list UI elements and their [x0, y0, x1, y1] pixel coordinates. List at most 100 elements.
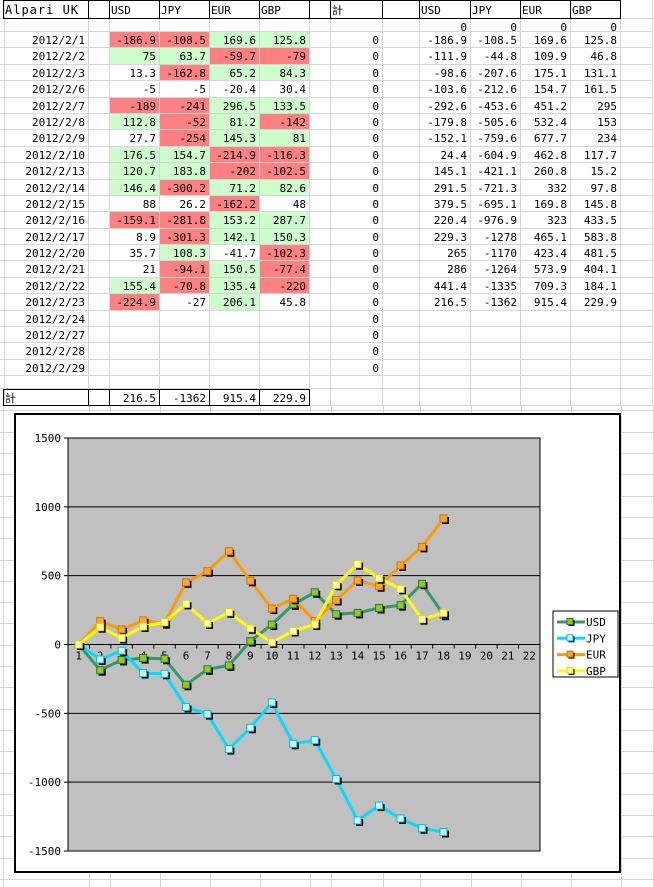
- cell-blank[interactable]: [310, 19, 331, 32]
- cell-blank[interactable]: [310, 179, 331, 196]
- date-cell[interactable]: 2012/2/20: [3, 245, 89, 262]
- cell-blank[interactable]: [310, 327, 331, 344]
- legend-marker-eur[interactable]: [566, 650, 574, 658]
- row-total-cell[interactable]: 0: [331, 310, 383, 328]
- cell-blank[interactable]: [310, 146, 331, 164]
- row-total-cell[interactable]: 0: [331, 81, 383, 98]
- daily-value-cell[interactable]: -241: [160, 97, 210, 114]
- marker-usd[interactable]: [246, 637, 255, 646]
- marker-gbp[interactable]: [310, 620, 319, 629]
- marker-gbp[interactable]: [289, 627, 298, 636]
- daily-value-cell[interactable]: 35.7: [110, 245, 160, 262]
- cell-blank[interactable]: [621, 376, 653, 390]
- marker-gbp[interactable]: [353, 560, 362, 569]
- cell-blank[interactable]: [89, 19, 110, 32]
- daily-value-cell[interactable]: 21: [110, 261, 160, 278]
- cell-blank[interactable]: [89, 228, 110, 246]
- cumulative-value-cell[interactable]: 175.1: [521, 64, 571, 82]
- date-cell[interactable]: 2012/2/10: [3, 146, 89, 164]
- cum-column-header-usd[interactable]: USD: [420, 0, 471, 19]
- daily-value-cell[interactable]: -94.1: [160, 261, 210, 278]
- marker-eur[interactable]: [246, 576, 255, 585]
- cumulative-value-cell[interactable]: 24.4: [420, 146, 471, 164]
- marker-eur[interactable]: [203, 567, 212, 576]
- cell-blank[interactable]: [383, 97, 420, 114]
- daily-value-cell[interactable]: [160, 343, 210, 360]
- cell-blank[interactable]: [310, 343, 331, 360]
- cumulative-value-cell[interactable]: 404.1: [571, 261, 621, 278]
- column-header-gbp[interactable]: GBP: [260, 0, 310, 19]
- cumulative-value-cell[interactable]: -44.8: [471, 48, 521, 65]
- cumulative-value-cell[interactable]: 423.4: [521, 245, 571, 262]
- marker-eur[interactable]: [182, 578, 190, 587]
- cell-blank[interactable]: [383, 245, 420, 262]
- daily-value-cell[interactable]: 287.7: [260, 212, 310, 229]
- daily-value-cell[interactable]: -79: [260, 48, 310, 65]
- cell-blank[interactable]: [383, 212, 420, 229]
- marker-gbp[interactable]: [246, 624, 255, 633]
- cell-blank[interactable]: [621, 212, 653, 229]
- daily-value-cell[interactable]: 150.3: [260, 228, 310, 246]
- marker-eur[interactable]: [289, 594, 298, 603]
- cell-blank[interactable]: [89, 113, 110, 131]
- cell-blank[interactable]: [89, 327, 110, 344]
- cumulative-value-cell[interactable]: [471, 343, 521, 360]
- cumulative-value-cell[interactable]: -421.1: [471, 163, 521, 180]
- cumulative-value-cell[interactable]: 286: [420, 261, 471, 278]
- zero-cell[interactable]: 0: [420, 19, 471, 32]
- cell-blank[interactable]: [383, 179, 420, 196]
- daily-value-cell[interactable]: 81: [260, 130, 310, 147]
- marker-jpy[interactable]: [224, 745, 233, 754]
- marker-jpy[interactable]: [310, 736, 319, 745]
- cumulative-value-cell[interactable]: 145.8: [571, 195, 621, 213]
- legend-marker-gbp[interactable]: [566, 666, 574, 674]
- cum-column-header-eur[interactable]: EUR: [521, 0, 571, 19]
- daily-value-cell[interactable]: 120.7: [110, 163, 160, 180]
- cumulative-value-cell[interactable]: [521, 310, 571, 328]
- cell-blank[interactable]: [621, 261, 653, 278]
- daily-value-cell[interactable]: 71.2: [210, 179, 260, 196]
- cell-blank[interactable]: [310, 0, 331, 19]
- cell-blank[interactable]: [260, 376, 310, 390]
- cumulative-value-cell[interactable]: [521, 327, 571, 344]
- row-total-cell[interactable]: 0: [331, 48, 383, 65]
- cell-blank[interactable]: [89, 294, 110, 311]
- date-cell[interactable]: 2012/2/21: [3, 261, 89, 278]
- cell-blank[interactable]: [0, 48, 5, 65]
- cell-blank[interactable]: [0, 228, 5, 246]
- daily-value-cell[interactable]: -186.9: [110, 32, 160, 49]
- cell-blank[interactable]: [0, 113, 5, 131]
- cumulative-value-cell[interactable]: [420, 359, 471, 377]
- cumulative-value-cell[interactable]: [420, 343, 471, 360]
- column-header-jpy[interactable]: JPY: [160, 0, 210, 19]
- cumulative-value-cell[interactable]: -98.6: [420, 64, 471, 82]
- cell-blank[interactable]: [210, 376, 260, 390]
- daily-value-cell[interactable]: 146.4: [110, 179, 160, 196]
- cumulative-value-cell[interactable]: 915.4: [521, 294, 571, 311]
- cell-blank[interactable]: [89, 81, 110, 98]
- cell-blank[interactable]: [571, 389, 621, 407]
- cell-blank[interactable]: [621, 81, 653, 98]
- date-cell[interactable]: 2012/2/23: [3, 294, 89, 311]
- daily-value-cell[interactable]: 88: [110, 195, 160, 213]
- marker-usd[interactable]: [353, 608, 362, 617]
- cell-blank[interactable]: [0, 294, 5, 311]
- marker-usd[interactable]: [160, 654, 169, 663]
- date-cell[interactable]: 2012/2/29: [3, 359, 89, 377]
- cell-blank[interactable]: [383, 376, 420, 390]
- cell-blank[interactable]: [89, 277, 110, 295]
- daily-value-cell[interactable]: -52: [160, 113, 210, 131]
- cell-blank[interactable]: [310, 228, 331, 246]
- cell-blank[interactable]: [89, 97, 110, 114]
- cell-blank[interactable]: [0, 0, 5, 19]
- marker-eur[interactable]: [332, 596, 341, 605]
- row-total-cell[interactable]: 0: [331, 228, 383, 246]
- marker-usd[interactable]: [139, 654, 148, 663]
- cell-blank[interactable]: [310, 48, 331, 65]
- daily-value-cell[interactable]: [110, 310, 160, 328]
- daily-value-cell[interactable]: [260, 310, 310, 328]
- marker-usd[interactable]: [375, 604, 384, 613]
- total-row-label[interactable]: 計: [3, 389, 89, 407]
- daily-value-cell[interactable]: -5: [110, 81, 160, 98]
- cumulative-value-cell[interactable]: -103.6: [420, 81, 471, 98]
